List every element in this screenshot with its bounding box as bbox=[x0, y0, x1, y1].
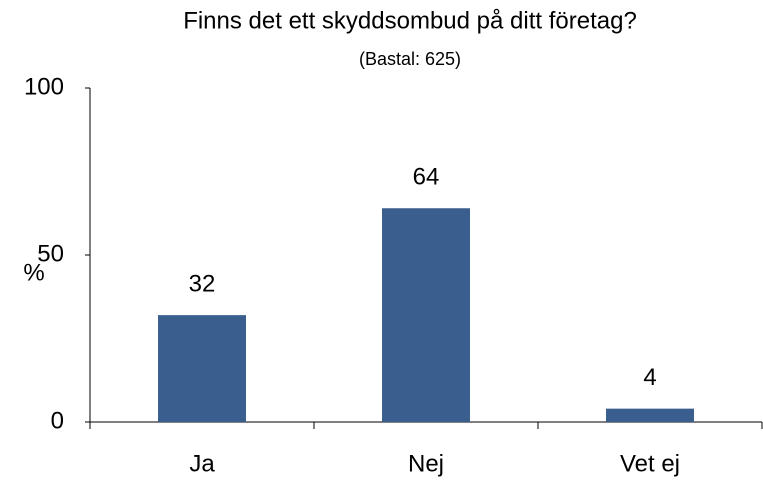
data-label: 32 bbox=[189, 270, 216, 297]
x-tick-label: Nej bbox=[408, 450, 444, 477]
y-axis-label: % bbox=[23, 259, 44, 286]
bar bbox=[606, 408, 694, 422]
y-tick-label: 50 bbox=[37, 240, 64, 267]
x-tick-label: Vet ej bbox=[620, 450, 680, 477]
chart-subtitle: (Bastal: 625) bbox=[359, 49, 461, 69]
bar bbox=[158, 315, 246, 422]
data-label: 4 bbox=[643, 364, 656, 391]
x-tick-label: Ja bbox=[189, 450, 215, 477]
y-tick-label: 100 bbox=[24, 73, 64, 100]
bar bbox=[382, 208, 470, 422]
data-label: 64 bbox=[413, 164, 440, 191]
chart-title: Finns det ett skyddsombud på ditt företa… bbox=[183, 7, 637, 34]
y-tick-label: 0 bbox=[51, 407, 64, 434]
